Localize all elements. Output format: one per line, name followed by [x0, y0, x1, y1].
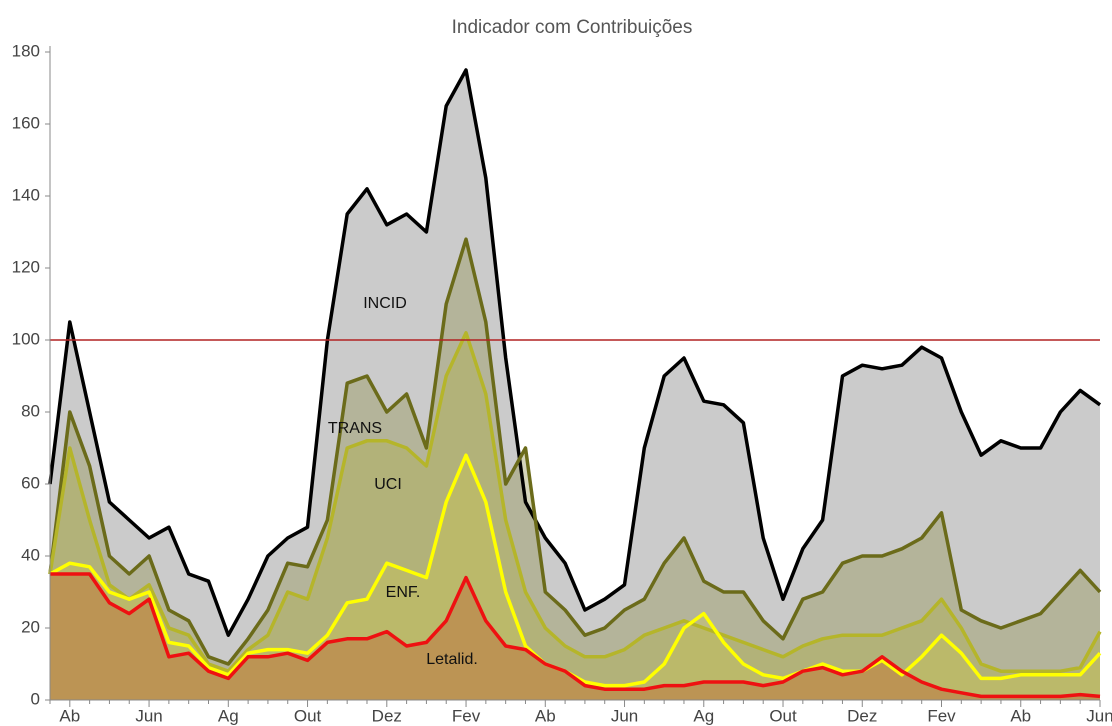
series-line	[48, 237, 1102, 666]
x-tick-label: Fev	[927, 706, 956, 725]
y-tick-label: 180	[12, 41, 40, 60]
area-fill	[50, 332, 1100, 700]
series-line	[48, 331, 1102, 673]
y-tick-label: 120	[12, 257, 40, 276]
x-tick-label: Jun	[135, 706, 162, 725]
x-tick-label: Jun	[1086, 706, 1112, 725]
area-fill	[50, 455, 1100, 700]
series-label: Letalid.	[426, 651, 478, 668]
y-tick-label: 160	[12, 113, 40, 132]
series-line	[48, 68, 1102, 637]
x-tick-label: Jun	[611, 706, 638, 725]
x-tick-label: Ag	[693, 706, 714, 725]
area-fill	[50, 70, 1100, 700]
series-line	[50, 572, 1101, 699]
chart-title: Indicador com Contribuições	[452, 17, 693, 38]
y-tick-label: 20	[21, 617, 40, 636]
series-label: UCI	[374, 476, 402, 493]
series-label: ENF.	[386, 584, 421, 601]
x-tick-label: Dez	[847, 706, 877, 725]
x-tick-label: Fev	[452, 706, 481, 725]
y-tick-label: 60	[21, 473, 40, 492]
y-tick-label: 0	[31, 689, 40, 708]
x-tick-label: Ab	[59, 706, 80, 725]
x-tick-label: Ab	[1010, 706, 1031, 725]
x-tick-label: Ab	[535, 706, 556, 725]
series-label: TRANS	[328, 420, 382, 437]
x-tick-label: Out	[769, 706, 797, 725]
area-fill	[50, 574, 1100, 700]
x-tick-label: Out	[294, 706, 322, 725]
x-tick-label: Ag	[218, 706, 239, 725]
series-label: INCID	[363, 295, 407, 312]
y-tick-label: 80	[21, 401, 40, 420]
y-tick-label: 100	[12, 329, 40, 348]
y-tick-label: 140	[12, 185, 40, 204]
x-tick-label: Dez	[372, 706, 402, 725]
y-tick-label: 40	[21, 545, 40, 564]
